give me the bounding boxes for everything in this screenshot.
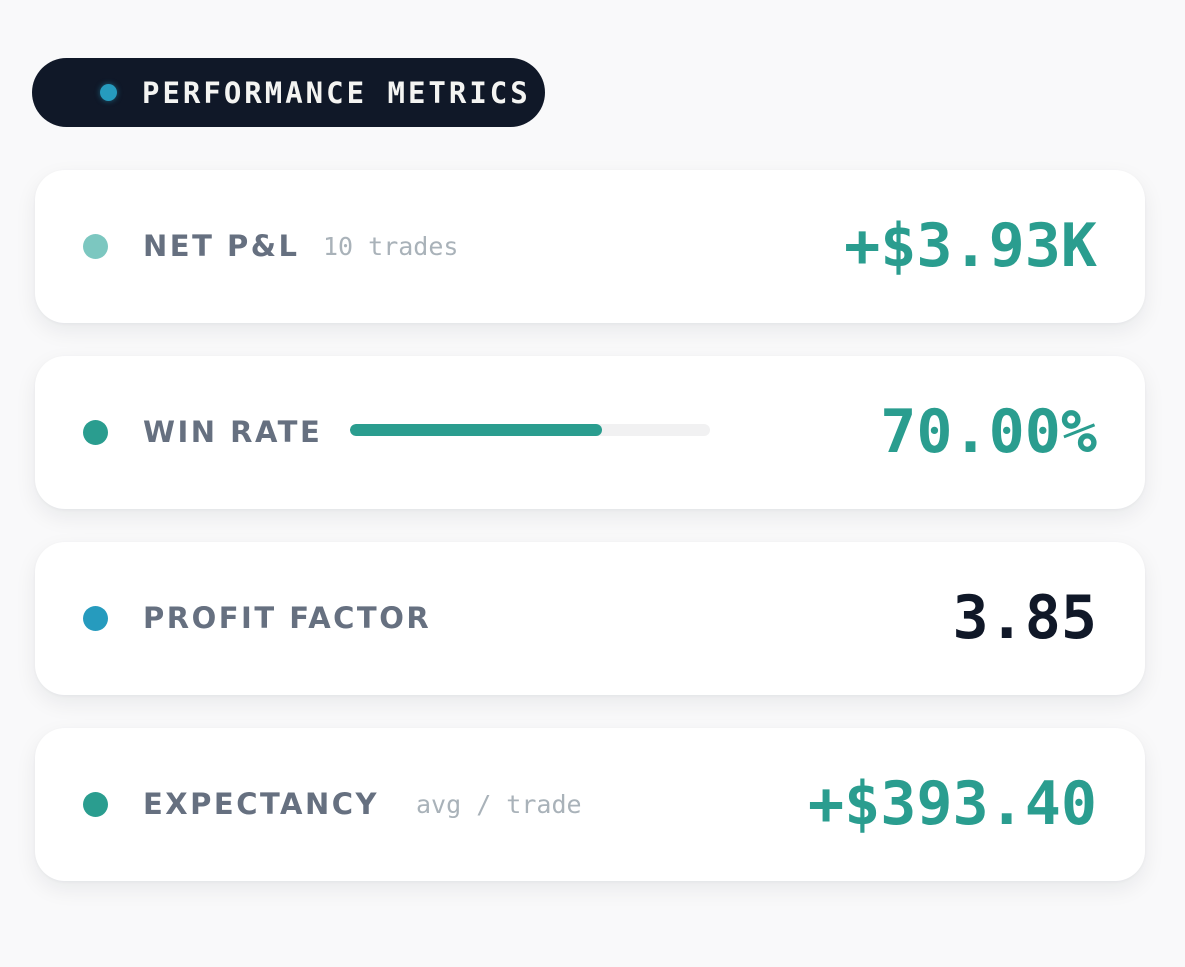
net-pnl-trade-count: 10 trades	[323, 232, 459, 261]
metric-card-net-pnl: NET P&L 10 trades +$3.93K	[35, 170, 1145, 323]
section-header-badge: PERFORMANCE METRICS	[32, 58, 545, 127]
win-rate-value: 70.00%	[880, 397, 1097, 467]
metric-card-expectancy: EXPECTANCY avg / trade +$393.40	[35, 728, 1145, 881]
profit-factor-label: PROFIT FACTOR	[143, 601, 432, 635]
status-dot-icon	[100, 84, 117, 101]
win-rate-label: WIN RATE	[143, 415, 323, 449]
expectancy-label: EXPECTANCY	[143, 787, 380, 821]
win-rate-progress-fill	[350, 424, 602, 436]
metric-card-profit-factor: PROFIT FACTOR 3.85	[35, 542, 1145, 695]
expectancy-dot-icon	[83, 792, 108, 817]
metric-card-win-rate: WIN RATE 70.00%	[35, 356, 1145, 509]
win-rate-dot-icon	[83, 420, 108, 445]
profit-factor-value: 3.85	[952, 583, 1098, 653]
expectancy-value: +$393.40	[808, 769, 1097, 839]
profit-factor-dot-icon	[83, 606, 108, 631]
net-pnl-dot-icon	[83, 234, 108, 259]
net-pnl-label: NET P&L	[143, 229, 300, 263]
net-pnl-value: +$3.93K	[844, 211, 1097, 281]
section-title: PERFORMANCE METRICS	[142, 75, 531, 110]
expectancy-unit: avg / trade	[416, 790, 582, 819]
win-rate-progress-bar	[350, 424, 710, 436]
